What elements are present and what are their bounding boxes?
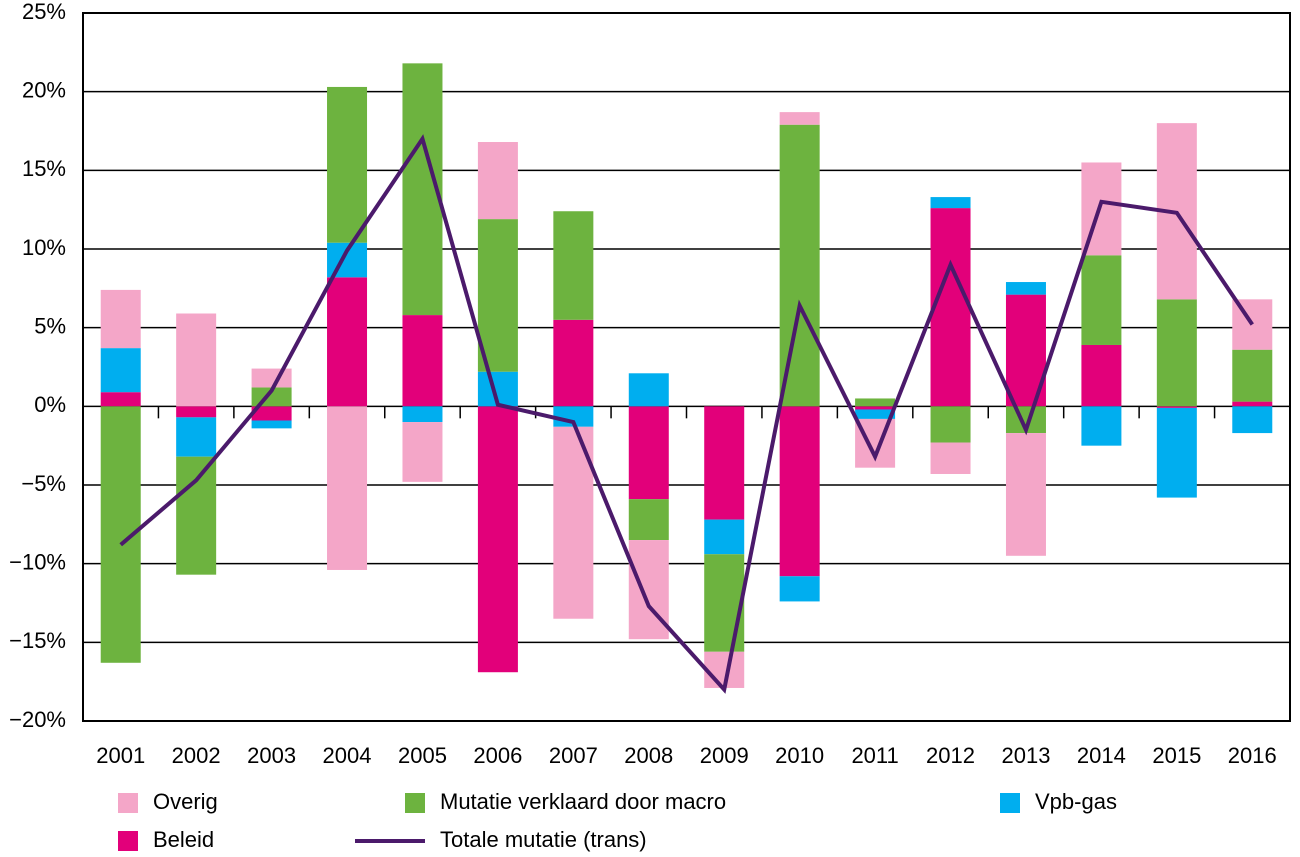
y-tick-label: −20% [9, 707, 66, 732]
bar [176, 417, 217, 457]
x-tick-label: 2005 [398, 743, 447, 768]
bar [100, 392, 141, 407]
bar [628, 373, 669, 407]
y-tick-label: 0% [34, 392, 66, 417]
bar [100, 348, 141, 393]
plot-frame [82, 12, 1291, 722]
bar [1081, 255, 1122, 345]
bar [1156, 407, 1197, 498]
bar [100, 289, 141, 349]
legend-swatch [118, 793, 138, 813]
bar [628, 406, 669, 500]
legend-swatch [405, 793, 425, 813]
bar [930, 197, 971, 209]
x-tick-label: 2006 [473, 743, 522, 768]
y-tick-label: 25% [22, 0, 66, 24]
bar [176, 406, 217, 418]
bar [704, 519, 745, 555]
bar [930, 442, 971, 474]
bar [327, 406, 368, 570]
bar [327, 86, 368, 243]
x-tick-label: 2011 [851, 743, 898, 768]
bar [1156, 299, 1197, 407]
bar [779, 406, 820, 577]
bar [779, 576, 820, 602]
bar [176, 456, 217, 575]
bar [477, 142, 518, 220]
total-line [119, 134, 1254, 694]
y-tick-label: 5% [34, 313, 66, 338]
x-tick-label: 2012 [926, 743, 975, 768]
bar [251, 420, 292, 429]
bar [779, 124, 820, 407]
x-tick-label: 2002 [172, 743, 221, 768]
bar [251, 368, 292, 388]
bar [553, 319, 594, 407]
bar [704, 554, 745, 652]
y-tick-label: 20% [22, 77, 66, 102]
x-tick-label: 2015 [1152, 743, 1201, 768]
x-tick-label: 2009 [700, 743, 749, 768]
y-tick-label: −5% [21, 471, 66, 496]
bar [402, 315, 443, 407]
bar [251, 406, 292, 421]
bar [1081, 344, 1122, 407]
bar [1081, 406, 1122, 446]
bar [1005, 433, 1046, 556]
x-tick-label: 2013 [1001, 743, 1050, 768]
bar [1232, 406, 1273, 434]
bar [327, 277, 368, 407]
bar [176, 313, 217, 407]
legend-label: Mutatie verklaard door macro [440, 789, 726, 814]
bar [855, 409, 896, 419]
bar [1232, 349, 1273, 402]
legend-swatch [1000, 793, 1020, 813]
y-tick-label: −15% [9, 628, 66, 653]
x-tick-label: 2004 [323, 743, 372, 768]
legend-label: Totale mutatie (trans) [440, 827, 647, 852]
y-tick-label: 10% [22, 235, 66, 260]
x-tick-label: 2003 [247, 743, 296, 768]
bar [1156, 406, 1197, 408]
bar [1232, 401, 1273, 407]
y-tick-label: −10% [9, 549, 66, 574]
bar [704, 406, 745, 520]
x-tick-label: 2014 [1077, 743, 1126, 768]
bar [1005, 282, 1046, 295]
bar [477, 406, 518, 673]
x-tick-label: 2010 [775, 743, 824, 768]
bar [779, 112, 820, 125]
legend-swatch [118, 831, 138, 851]
bar [477, 219, 518, 372]
legend-label: Vpb-gas [1035, 789, 1117, 814]
x-tick-label: 2007 [549, 743, 598, 768]
bar [930, 406, 971, 443]
x-tick-label: 2008 [624, 743, 673, 768]
bar [402, 422, 443, 482]
legend-label: Overig [153, 789, 218, 814]
x-tick-label: 2016 [1228, 743, 1277, 768]
bar [855, 406, 896, 410]
y-tick-label: 15% [22, 156, 66, 181]
bar [855, 398, 896, 407]
bar [402, 406, 443, 423]
bar [553, 211, 594, 320]
x-tick-label: 2001 [96, 743, 145, 768]
bar [628, 499, 669, 541]
legend-label: Beleid [153, 827, 214, 852]
bar [930, 208, 971, 407]
